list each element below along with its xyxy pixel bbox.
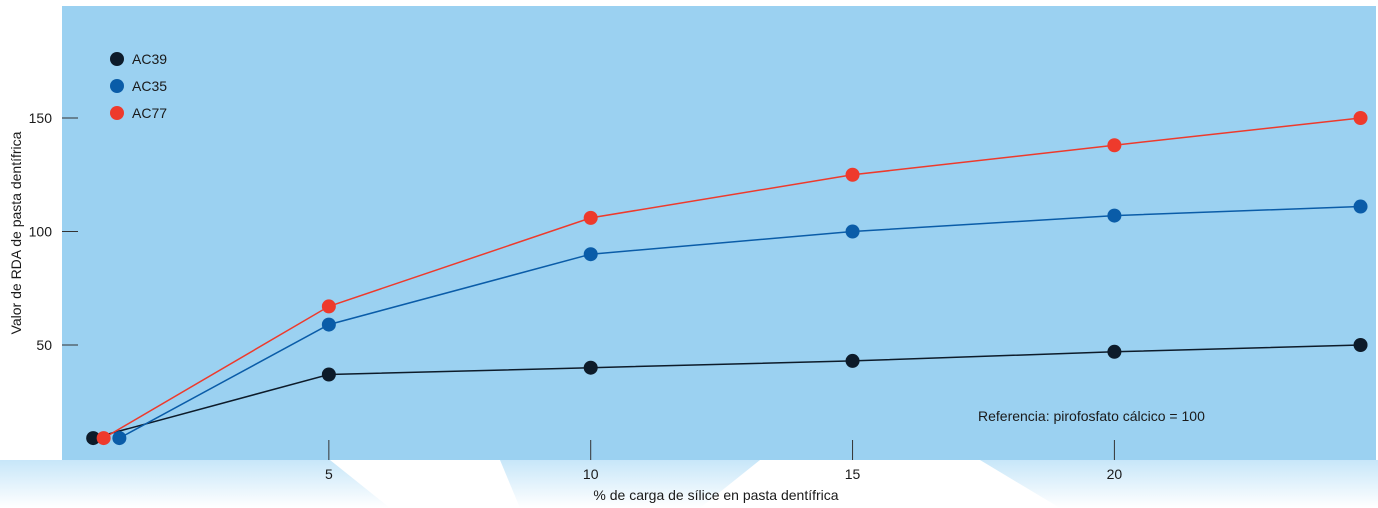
plot-area: [62, 6, 1376, 460]
data-point: [1107, 138, 1122, 153]
legend: AC39 AC35 AC77: [110, 51, 167, 121]
data-point: [1353, 199, 1368, 214]
data-point: [321, 367, 336, 382]
y-axis-title: Valor de RDA de pasta dentífrica: [8, 131, 24, 334]
x-axis: 5 10 15 20: [325, 440, 1122, 482]
data-point: [845, 353, 860, 368]
series-layer: [86, 111, 1368, 446]
legend-label: AC77: [132, 105, 167, 121]
series-ac77: [96, 111, 1368, 446]
y-tick-label: 100: [29, 224, 53, 240]
series-ac35: [112, 199, 1368, 446]
data-point: [583, 360, 598, 375]
data-point: [845, 224, 860, 239]
data-point: [583, 247, 598, 262]
data-point: [1353, 111, 1368, 125]
background-decoration: [0, 460, 1378, 508]
x-tick-label: 15: [845, 466, 861, 482]
y-axis: 50 100 150: [29, 110, 78, 353]
data-point: [1353, 338, 1368, 352]
legend-marker: [110, 52, 124, 66]
legend-marker: [110, 106, 124, 120]
legend-label: AC39: [132, 51, 167, 67]
data-point: [583, 210, 598, 225]
y-tick-label: 150: [29, 110, 53, 126]
reference-note: Referencia: pirofosfato cálcico = 100: [978, 408, 1205, 424]
data-point: [96, 431, 111, 446]
data-point: [1107, 208, 1122, 223]
x-tick-label: 10: [583, 466, 599, 482]
x-tick-label: 20: [1107, 466, 1123, 482]
data-point: [845, 167, 860, 182]
data-point: [86, 431, 101, 446]
series-ac39: [86, 338, 1368, 446]
data-point: [1107, 344, 1122, 359]
series-line: [119, 205, 1361, 439]
legend-label: AC35: [132, 78, 167, 94]
series-line: [103, 117, 1361, 439]
x-axis-title: % de carga de sílice en pasta dentífrica: [593, 487, 838, 503]
y-tick-label: 50: [36, 337, 52, 353]
x-tick-label: 5: [325, 466, 333, 482]
data-point: [112, 431, 127, 446]
data-point: [321, 299, 336, 314]
data-point: [321, 317, 336, 332]
series-line: [93, 344, 1361, 439]
legend-marker: [110, 79, 124, 93]
